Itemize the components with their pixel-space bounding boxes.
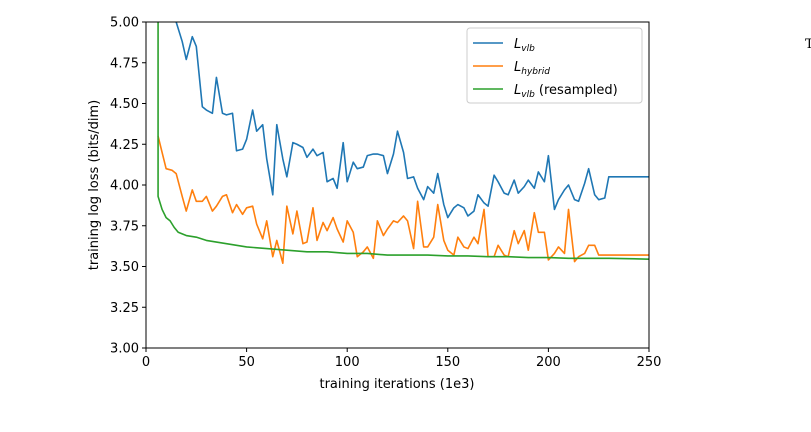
- y-tick-label: 4.50: [110, 97, 139, 112]
- legend-label-0: Lvlb: [514, 37, 535, 54]
- legend-suffix-2: (resampled): [535, 83, 618, 98]
- legend-sub-1: hybrid: [521, 67, 550, 77]
- x-tick-label: 100: [335, 355, 360, 370]
- y-axis: 3.00 3.25 3.50 3.75 4.00 4.25 4.50 4.75 5.00: [110, 16, 146, 357]
- series-line-2: [157, 22, 649, 260]
- x-tick-label: 200: [536, 355, 561, 370]
- x-tick-label: 150: [435, 355, 460, 370]
- x-axis-label: training iterations (1e3): [319, 377, 474, 392]
- y-tick-label: 3.50: [110, 260, 139, 275]
- y-tick-label: 5.00: [110, 16, 139, 31]
- legend-main-0: L: [514, 37, 521, 52]
- legend-box: [466, 27, 643, 104]
- y-axis-label: training log loss (bits/dim): [87, 100, 102, 270]
- y-tick-label: 3.75: [110, 219, 139, 234]
- legend-label-2: Lvlb (resampled): [514, 83, 618, 100]
- series-line-1: [157, 135, 649, 265]
- y-tick-label: 4.00: [110, 179, 139, 194]
- legend-main-1: L: [514, 60, 521, 75]
- edge-glyph: T: [805, 37, 811, 52]
- x-tick-label: 250: [637, 355, 662, 370]
- x-axis: 0 50 100 150 200 250: [142, 348, 662, 370]
- x-tick-label: 0: [142, 355, 150, 370]
- y-tick-label: 3.00: [110, 342, 139, 357]
- legend-label-1: Lhybrid: [514, 60, 550, 77]
- y-tick-label: 3.25: [110, 301, 139, 316]
- legend-main-2: L: [514, 83, 521, 98]
- legend-sub-2: vlb: [521, 90, 535, 100]
- y-tick-label: 4.75: [110, 56, 139, 71]
- x-tick-label: 50: [238, 355, 255, 370]
- legend-sub-0: vlb: [521, 44, 535, 54]
- series-line-0: [175, 22, 649, 219]
- y-tick-label: 4.25: [110, 138, 139, 153]
- series-layer: [157, 22, 649, 265]
